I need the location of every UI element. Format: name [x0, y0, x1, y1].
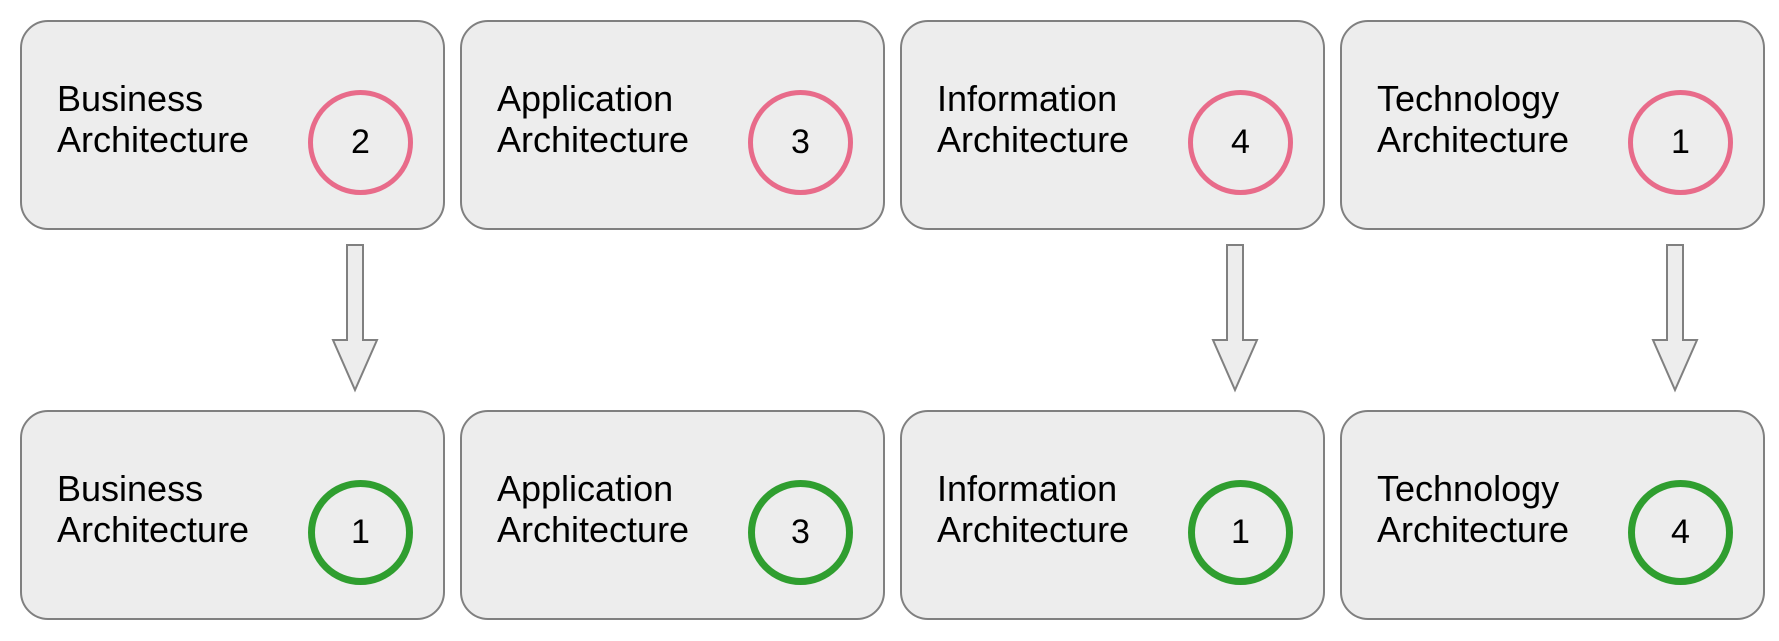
- rank-circle-top: 2: [308, 90, 413, 195]
- rank-circle-bottom: 4: [1628, 480, 1733, 585]
- rank-number: 3: [791, 123, 810, 162]
- rank-number: 1: [351, 513, 370, 552]
- card-business-top: Business Architecture 2: [20, 20, 445, 230]
- rank-number: 1: [1231, 513, 1250, 552]
- down-arrow-icon: [1210, 240, 1260, 400]
- card-information-top: Information Architecture 4: [900, 20, 1325, 230]
- rank-number: 3: [791, 513, 810, 552]
- card-business-bottom: Business Architecture 1: [20, 410, 445, 620]
- down-arrow-icon: [1650, 240, 1700, 400]
- rank-circle-bottom: 1: [1188, 480, 1293, 585]
- bottom-row: Business Architecture 1 Application Arch…: [20, 410, 1765, 620]
- card-application-bottom: Application Architecture 3: [460, 410, 885, 620]
- rank-number: 2: [351, 123, 370, 162]
- card-technology-top: Technology Architecture 1: [1340, 20, 1765, 230]
- card-information-bottom: Information Architecture 1: [900, 410, 1325, 620]
- rank-number: 4: [1671, 513, 1690, 552]
- rank-circle-top: 4: [1188, 90, 1293, 195]
- rank-number: 4: [1231, 123, 1250, 162]
- rank-number: 1: [1671, 123, 1690, 162]
- rank-circle-bottom: 3: [748, 480, 853, 585]
- card-technology-bottom: Technology Architecture 4: [1340, 410, 1765, 620]
- rank-circle-top: 3: [748, 90, 853, 195]
- rank-circle-bottom: 1: [308, 480, 413, 585]
- top-row: Business Architecture 2 Application Arch…: [20, 20, 1765, 230]
- rank-circle-top: 1: [1628, 90, 1733, 195]
- card-application-top: Application Architecture 3: [460, 20, 885, 230]
- down-arrow-icon: [330, 240, 380, 400]
